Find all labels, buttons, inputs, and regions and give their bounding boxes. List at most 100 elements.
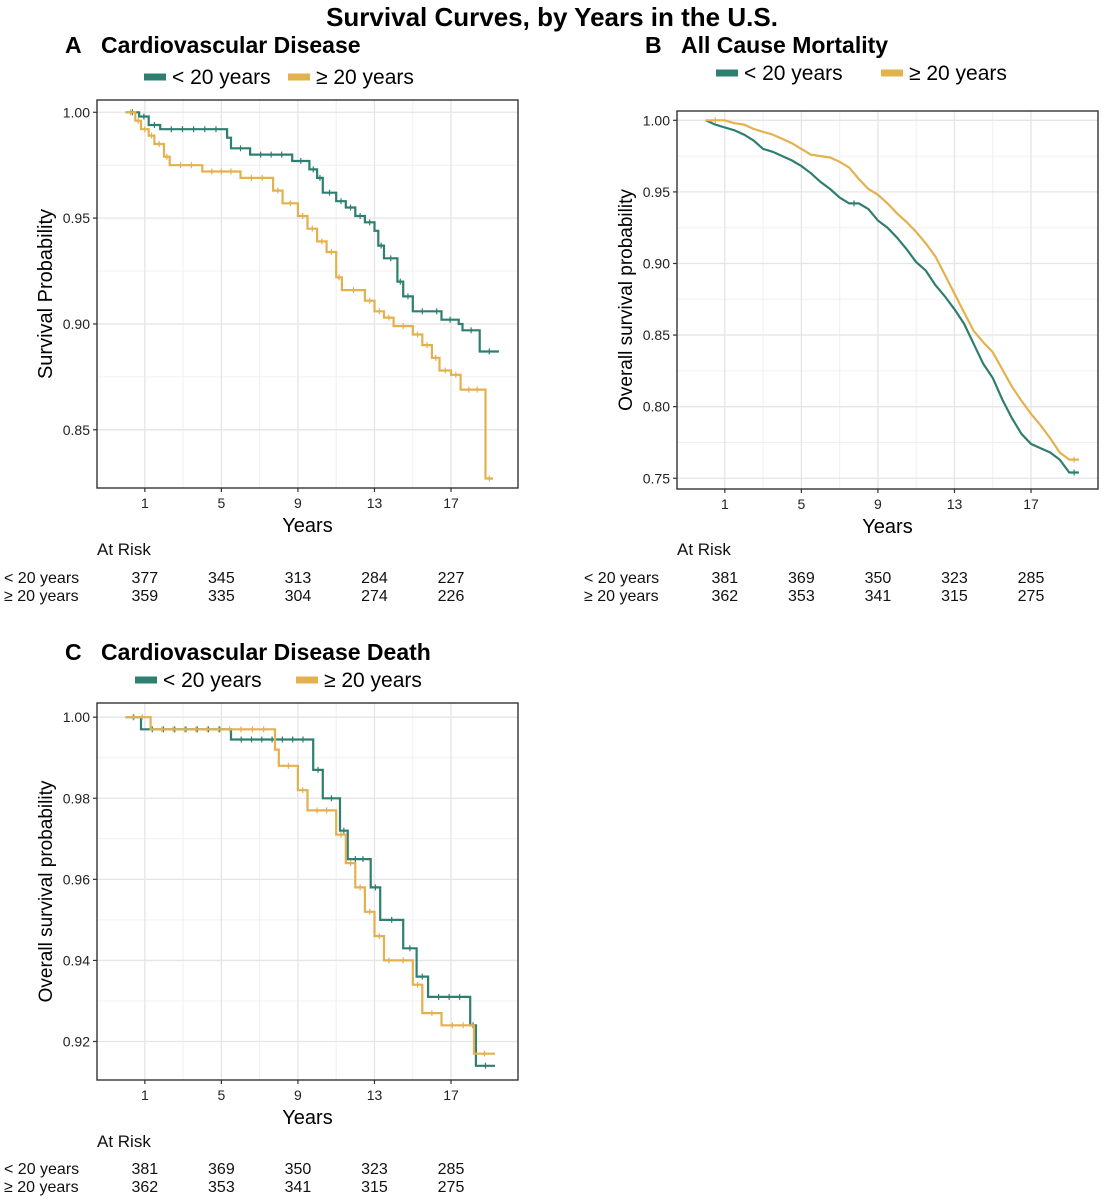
y-tick-label: 0.75 — [643, 470, 670, 486]
at-risk-value: 323 — [941, 570, 968, 587]
at-risk-value: 304 — [285, 588, 312, 605]
y-tick-label: 1.00 — [63, 104, 90, 120]
at-risk-heading: At Risk — [97, 1132, 151, 1151]
at-risk-row-label: ≥ 20 years — [4, 1179, 79, 1196]
at-risk-value: 381 — [131, 1161, 158, 1178]
x-tick-label: 9 — [294, 495, 302, 511]
at-risk-value: 313 — [285, 570, 312, 587]
at-risk-value: 285 — [1018, 570, 1045, 587]
at-risk-value: 353 — [208, 1179, 235, 1196]
at-risk-value: 323 — [361, 1161, 388, 1178]
series-line-ge20 — [125, 716, 495, 1055]
legend-label-ge20: ≥ 20 years — [324, 669, 422, 692]
y-tick-label: 0.95 — [643, 184, 670, 200]
x-tick-label: 9 — [874, 496, 882, 512]
at-risk-heading: At Risk — [677, 540, 731, 559]
y-tick-label: 0.85 — [643, 327, 670, 343]
at-risk-value: 345 — [208, 570, 235, 587]
legend-label-lt20: < 20 years — [163, 669, 262, 692]
y-tick-label: 0.92 — [63, 1033, 90, 1049]
at-risk-row-label: ≥ 20 years — [584, 588, 659, 605]
at-risk-value: 275 — [438, 1179, 465, 1196]
legend-label-ge20: ≥ 20 years — [316, 66, 414, 89]
figure-title: Survival Curves, by Years in the U.S. — [326, 2, 778, 32]
at-risk-value: 315 — [941, 588, 968, 605]
x-tick-label: 17 — [443, 495, 459, 511]
panel-title: Cardiovascular Disease Death — [101, 639, 431, 665]
at-risk-value: 381 — [711, 570, 738, 587]
y-tick-label: 0.90 — [63, 316, 90, 332]
series-line-ge20 — [705, 119, 1079, 461]
series-line-lt20 — [705, 119, 1079, 474]
at-risk-value: 315 — [361, 1179, 388, 1196]
x-tick-label: 13 — [367, 1087, 383, 1103]
y-axis-title: Survival Probability — [35, 209, 57, 379]
panel-letter: C — [65, 639, 82, 665]
x-tick-label: 1 — [141, 1087, 149, 1103]
panel-letter: B — [645, 32, 662, 58]
legend-label-ge20: ≥ 20 years — [909, 62, 1007, 85]
at-risk-value: 359 — [131, 588, 158, 605]
panel-c: C Cardiovascular Disease Death< 20 years ≥… — [4, 639, 519, 1196]
at-risk-value: 353 — [788, 588, 815, 605]
y-axis-title: Overall survival probability — [36, 780, 57, 1002]
at-risk-value: 335 — [208, 588, 235, 605]
legend-label-lt20: < 20 years — [744, 62, 843, 85]
x-tick-label: 9 — [294, 1087, 302, 1103]
panel-a: A Cardiovascular Disease< 20 years ≥ 20 ye… — [4, 32, 519, 605]
at-risk-value: 362 — [711, 588, 738, 605]
at-risk-row-label: < 20 years — [4, 570, 79, 587]
y-tick-label: 0.95 — [63, 210, 90, 226]
at-risk-value: 341 — [285, 1179, 312, 1196]
at-risk-value: 227 — [438, 570, 465, 587]
x-tick-label: 1 — [141, 495, 149, 511]
y-tick-label: 1.00 — [643, 112, 670, 128]
panel-title: All Cause Mortality — [681, 32, 888, 58]
y-axis-title: Overall survival probability — [616, 189, 637, 411]
x-tick-label: 17 — [443, 1087, 459, 1103]
x-tick-label: 5 — [217, 495, 225, 511]
y-tick-label: 0.96 — [63, 871, 90, 887]
at-risk-value: 284 — [361, 570, 388, 587]
panel-b: B All Cause Mortality< 20 years ≥ 20 years… — [584, 32, 1099, 605]
at-risk-row-label: < 20 years — [4, 1161, 79, 1178]
x-tick-label: 13 — [367, 495, 383, 511]
at-risk-value: 369 — [788, 570, 815, 587]
at-risk-value: 369 — [208, 1161, 235, 1178]
x-tick-label: 17 — [1023, 496, 1039, 512]
x-tick-label: 5 — [797, 496, 805, 512]
at-risk-value: 275 — [1018, 588, 1045, 605]
series-line-lt20 — [125, 111, 499, 353]
x-axis-title: Years — [282, 515, 332, 537]
legend-label-lt20: < 20 years — [172, 66, 271, 89]
at-risk-value: 362 — [131, 1179, 158, 1196]
panel-letter: A — [65, 32, 82, 58]
panel-title: Cardiovascular Disease — [101, 32, 361, 58]
x-tick-label: 5 — [217, 1087, 225, 1103]
x-axis-title: Years — [862, 516, 912, 538]
at-risk-value: 377 — [131, 570, 158, 587]
at-risk-value: 226 — [438, 588, 465, 605]
at-risk-row-label: < 20 years — [584, 570, 659, 587]
at-risk-heading: At Risk — [97, 540, 151, 559]
y-tick-label: 0.80 — [643, 399, 670, 415]
plot-border — [96, 702, 519, 1081]
at-risk-value: 274 — [361, 588, 388, 605]
x-axis-title: Years — [282, 1107, 332, 1129]
y-tick-label: 0.98 — [63, 790, 90, 806]
at-risk-row-label: ≥ 20 years — [4, 588, 79, 605]
at-risk-value: 341 — [865, 588, 892, 605]
y-tick-label: 0.94 — [63, 952, 90, 968]
panels: A Cardiovascular Disease< 20 years ≥ 20 ye… — [4, 32, 1099, 1196]
series-line-ge20 — [125, 111, 494, 480]
at-risk-value: 350 — [285, 1161, 312, 1178]
x-tick-label: 1 — [721, 496, 729, 512]
y-tick-label: 1.00 — [63, 709, 90, 725]
y-tick-label: 0.85 — [63, 422, 90, 438]
plot-border — [96, 99, 519, 489]
plot-border — [676, 110, 1099, 490]
at-risk-value: 285 — [438, 1161, 465, 1178]
at-risk-value: 350 — [865, 570, 892, 587]
x-tick-label: 13 — [947, 496, 963, 512]
y-tick-label: 0.90 — [643, 255, 670, 271]
